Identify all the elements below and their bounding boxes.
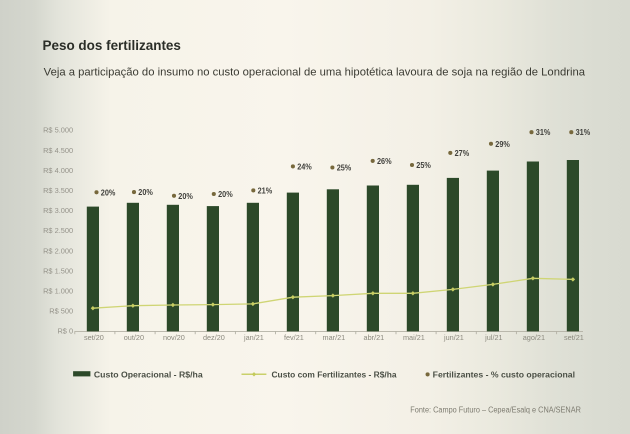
svg-text:out/20: out/20 — [124, 333, 144, 342]
svg-text:R$ 1.000: R$ 1.000 — [43, 287, 73, 296]
svg-text:R$ 1.500: R$ 1.500 — [43, 266, 73, 275]
svg-text:29%: 29% — [495, 139, 510, 149]
svg-text:20%: 20% — [138, 187, 153, 197]
svg-text:fev/21: fev/21 — [284, 333, 304, 342]
svg-text:R$ 0: R$ 0 — [57, 327, 73, 336]
svg-text:Peso dos fertilizantes: Peso dos fertilizantes — [43, 38, 182, 54]
svg-text:R$ 2.000: R$ 2.000 — [43, 246, 73, 255]
svg-text:R$ 3.000: R$ 3.000 — [43, 206, 73, 215]
svg-text:jun/21: jun/21 — [443, 333, 464, 342]
svg-text:25%: 25% — [337, 163, 352, 173]
svg-text:Fonte: Campo Futuro – Cepea/Es: Fonte: Campo Futuro – Cepea/Esalq e CNA/… — [410, 406, 581, 415]
svg-text:Custo Operacional - R$/ha: Custo Operacional - R$/ha — [94, 370, 203, 380]
svg-text:jul/21: jul/21 — [484, 333, 502, 342]
svg-text:jan/21: jan/21 — [243, 333, 264, 342]
svg-text:31%: 31% — [576, 127, 591, 137]
svg-text:Fertilizantes - % custo operac: Fertilizantes - % custo operacional — [433, 370, 575, 380]
svg-text:ago/21: ago/21 — [523, 333, 545, 342]
svg-text:R$ 5.000: R$ 5.000 — [43, 126, 73, 135]
svg-text:25%: 25% — [416, 160, 431, 170]
svg-text:mai/21: mai/21 — [403, 333, 425, 342]
svg-text:abr/21: abr/21 — [364, 333, 385, 342]
svg-text:R$ 4.500: R$ 4.500 — [43, 146, 73, 155]
svg-text:20%: 20% — [178, 191, 193, 201]
svg-text:20%: 20% — [101, 187, 116, 197]
svg-text:27%: 27% — [455, 148, 470, 158]
svg-text:set/20: set/20 — [84, 333, 104, 342]
svg-text:R$ 2.500: R$ 2.500 — [43, 226, 73, 235]
svg-text:Veja a participação do insumo: Veja a participação do insumo no custo o… — [44, 67, 586, 79]
svg-text:26%: 26% — [377, 156, 392, 166]
svg-text:21%: 21% — [258, 185, 273, 195]
svg-text:20%: 20% — [218, 189, 233, 199]
svg-text:mar/21: mar/21 — [323, 333, 346, 342]
svg-text:R$ 500: R$ 500 — [49, 307, 73, 316]
svg-text:24%: 24% — [297, 161, 312, 171]
svg-text:R$ 4.000: R$ 4.000 — [43, 166, 73, 175]
svg-text:dez/20: dez/20 — [203, 333, 225, 342]
svg-text:nov/20: nov/20 — [163, 333, 185, 342]
svg-text:set/21: set/21 — [564, 333, 584, 342]
svg-text:31%: 31% — [536, 127, 551, 137]
svg-text:R$ 3.500: R$ 3.500 — [43, 186, 73, 195]
svg-text:Custo com Fertilizantes - R$/h: Custo com Fertilizantes - R$/ha — [272, 370, 397, 380]
